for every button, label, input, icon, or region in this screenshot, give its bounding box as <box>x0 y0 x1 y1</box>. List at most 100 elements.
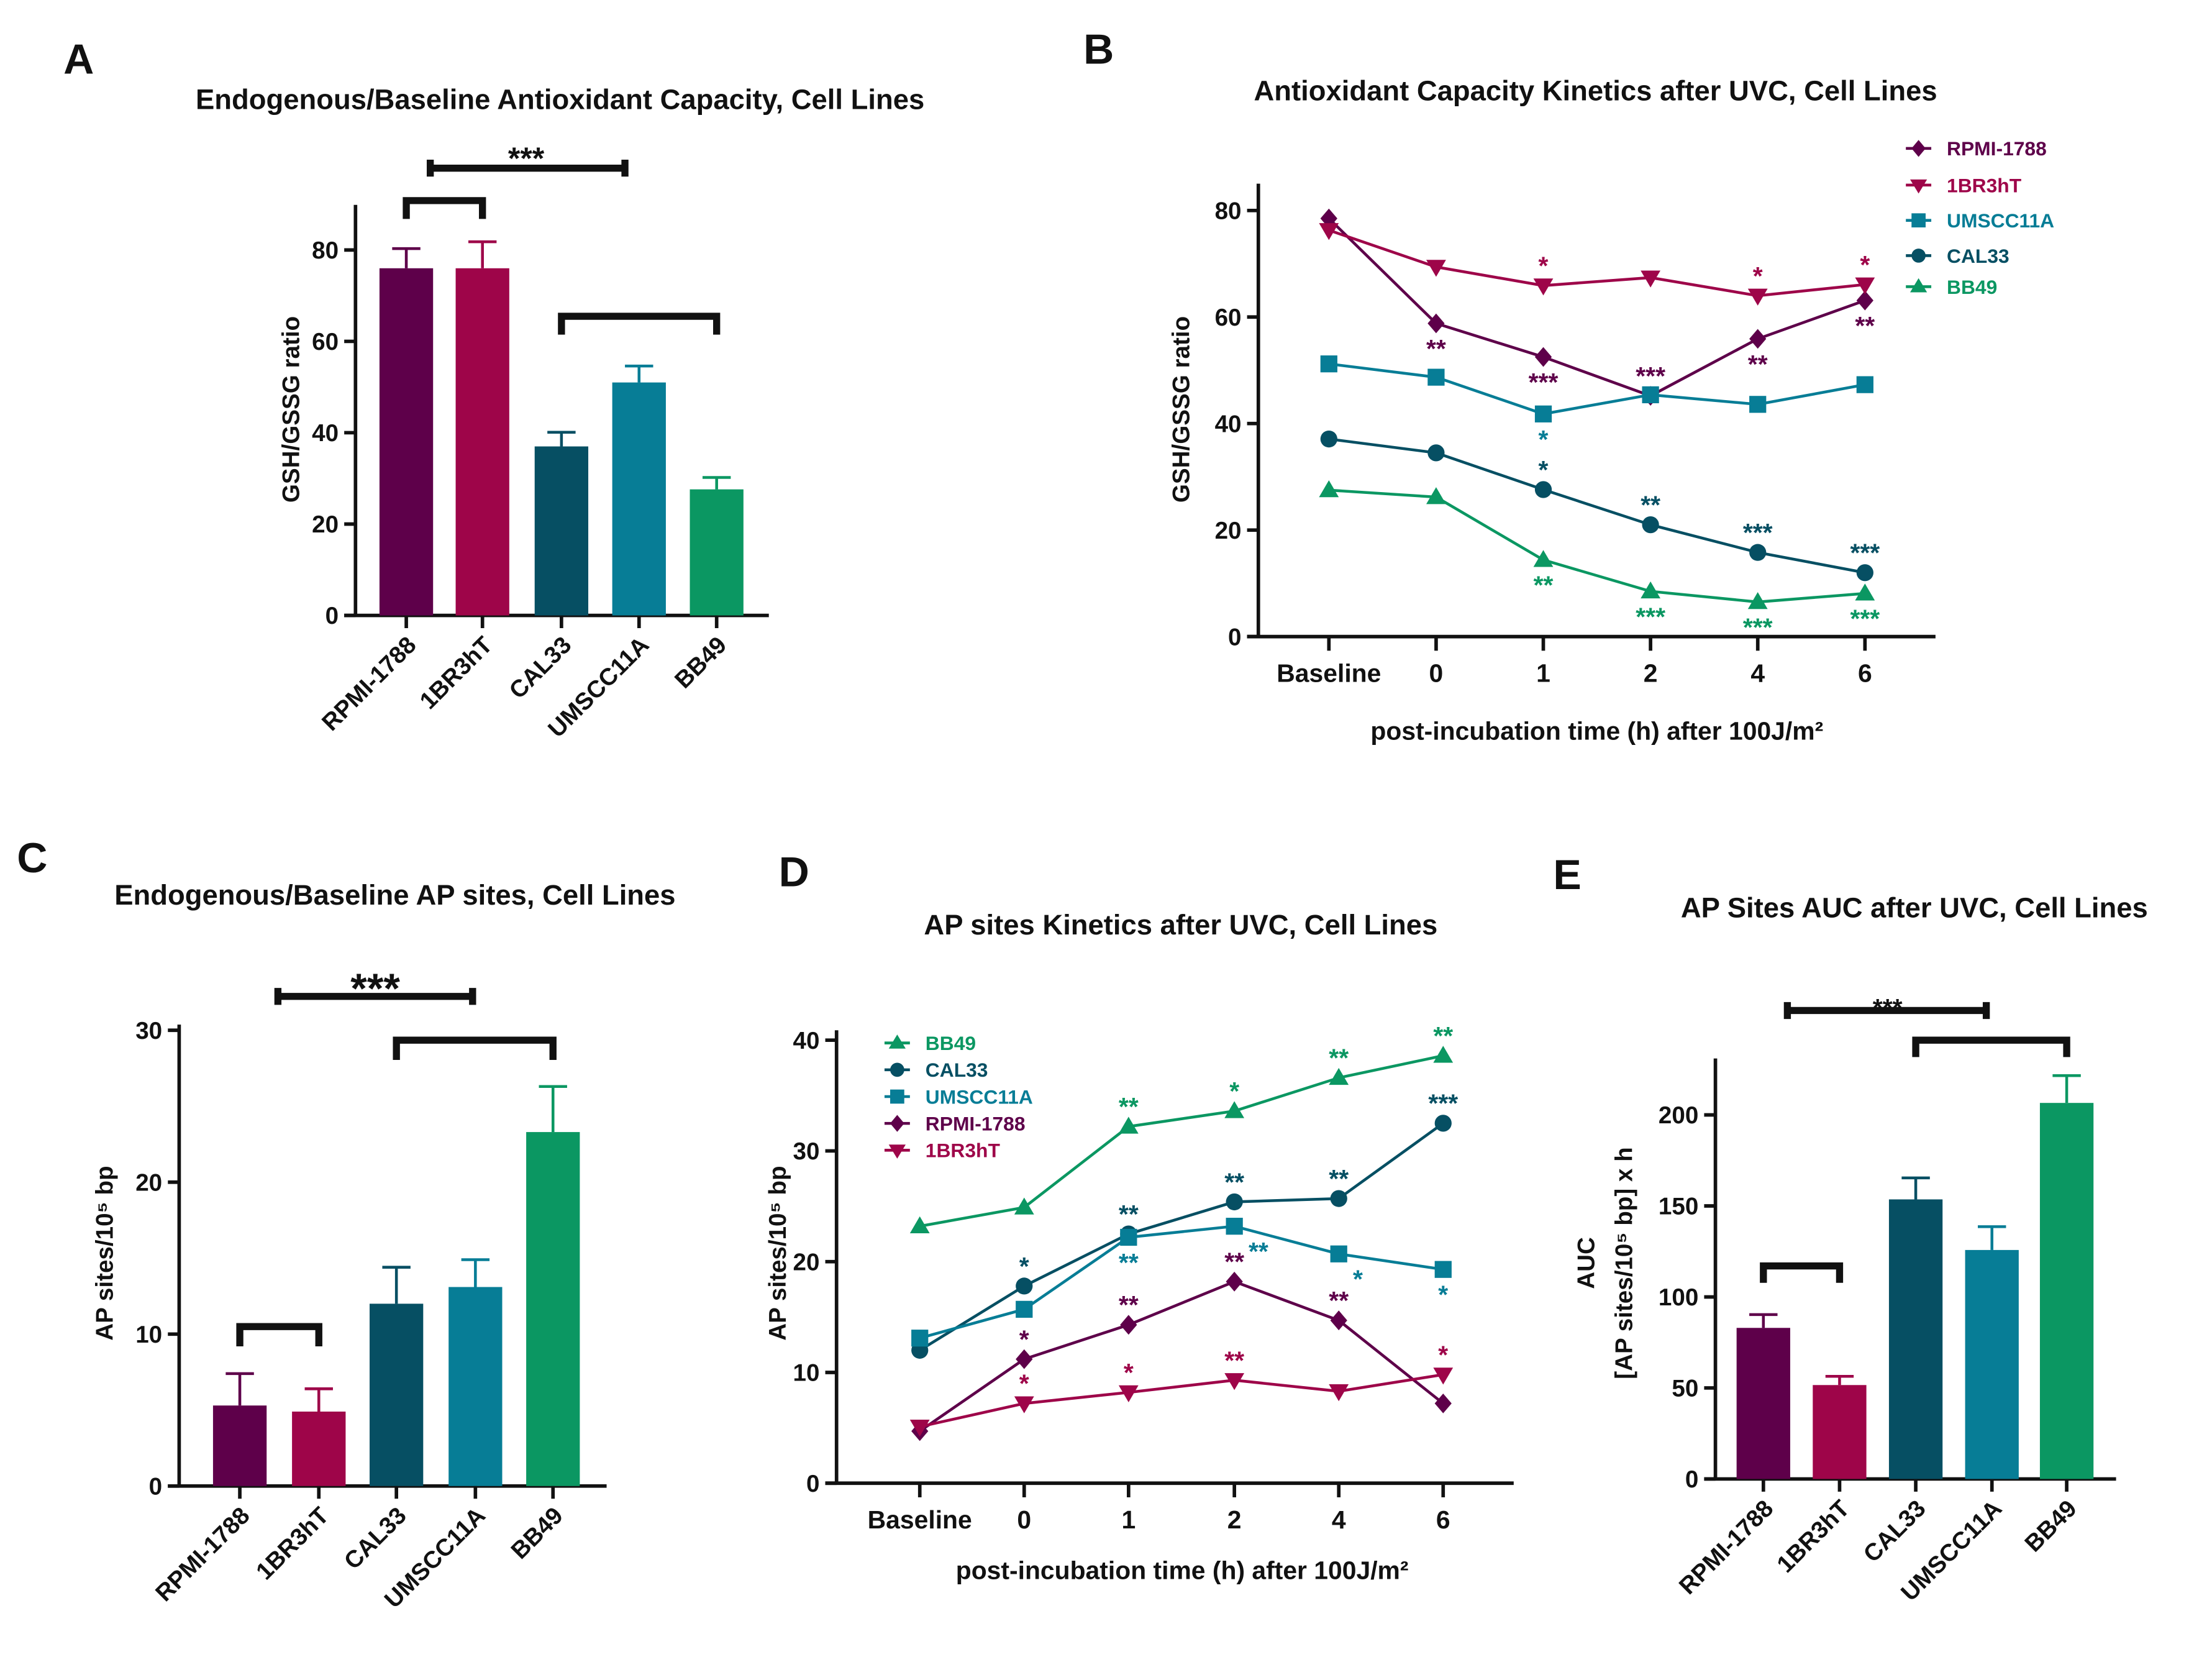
significance-marker: * <box>1353 1265 1363 1294</box>
bar-CAL33 <box>370 1303 424 1486</box>
legend-marker-CAL33 <box>890 1062 904 1077</box>
significance-marker: ** <box>1249 1237 1268 1266</box>
panel-label: E <box>1553 851 1581 898</box>
data-point-1BR3hT <box>1329 1384 1349 1402</box>
bar-CAL33 <box>1888 1199 1943 1479</box>
data-point-1BR3hT <box>909 1419 930 1437</box>
y-tick-label: 60 <box>312 329 339 355</box>
y-tick-label: 20 <box>135 1169 162 1196</box>
significance-marker: *** <box>1743 518 1773 547</box>
y-tick-label: 0 <box>325 603 339 629</box>
significance-marker: *** <box>1428 1089 1458 1118</box>
series-UMSCC11A: ** **** <box>911 1218 1452 1347</box>
data-point-BB49 <box>1319 480 1339 498</box>
bar-UMSCC11A <box>448 1287 503 1486</box>
significance-bracket-normal <box>236 1323 322 1346</box>
bar-BB49 <box>690 489 744 616</box>
series-line-BB49 <box>1329 488 1865 604</box>
data-point-CAL33 <box>1856 564 1873 582</box>
y-tick-label: 80 <box>312 237 339 264</box>
legend-label: UMSCC11A <box>926 1085 1033 1108</box>
data-point-UMSCC11A <box>1749 396 1767 413</box>
legend-marker-UMSCC11A <box>1911 213 1926 228</box>
significance-bracket-cancer <box>393 1036 557 1060</box>
y-tick-label: 40 <box>793 1028 820 1054</box>
significance-marker: ** <box>1119 1200 1139 1228</box>
chart-title: AP sites Kinetics after UVC, Cell Lines <box>924 909 1437 941</box>
bar-1BR3hT <box>1813 1385 1867 1479</box>
x-tick-label: 1BR3hT <box>1772 1495 1855 1578</box>
significance-marker: * <box>1124 1358 1134 1387</box>
y-tick-label: 30 <box>135 1018 162 1044</box>
significance-marker: ** <box>1119 1290 1139 1319</box>
y-tick-label: 30 <box>793 1138 820 1165</box>
significance-marker: *** <box>1850 605 1880 633</box>
significance-marker: *** <box>1529 368 1559 396</box>
legend-label: CAL33 <box>1947 245 2009 267</box>
legend-marker-CAL33 <box>1911 249 1926 263</box>
x-tick-label: BB49 <box>506 1502 568 1564</box>
data-point-1BR3hT <box>1319 223 1339 240</box>
data-point-UMSCC11A <box>1120 1228 1137 1246</box>
significance-marker: ** <box>1534 571 1554 600</box>
data-point-UMSCC11A <box>911 1330 929 1347</box>
x-tick-label: 0 <box>1017 1505 1031 1534</box>
series-line-UMSCC11A <box>1329 362 1865 416</box>
legend: BB49 CAL33 UMSCC11A RPMI-1788 1BR3hT <box>884 1032 1033 1162</box>
significance-marker: * <box>1438 1340 1448 1369</box>
significance-marker: ** <box>1855 311 1875 340</box>
significance-marker: *** <box>1743 613 1773 641</box>
data-point-1BR3hT <box>1118 1385 1139 1402</box>
significance-marker: *** <box>1636 602 1665 631</box>
significance-marker: * <box>1019 1369 1029 1398</box>
data-point-1BR3hT <box>1014 1396 1034 1413</box>
x-tick-label: CAL33 <box>339 1502 412 1575</box>
data-point-RPMI-1788 <box>1427 313 1445 334</box>
data-point-UMSCC11A <box>1427 368 1445 386</box>
significance-bracket-normal <box>403 197 486 219</box>
data-point-UMSCC11A <box>1434 1261 1452 1278</box>
x-tick-label: 1BR3hT <box>415 631 498 714</box>
chart-title: Endogenous/Baseline AP sites, Cell Lines <box>114 879 675 911</box>
data-point-UMSCC11A <box>1856 376 1873 393</box>
y-tick-label: 100 <box>1659 1284 1698 1311</box>
data-point-1BR3hT <box>1533 278 1554 296</box>
chart-title: Endogenous/Baseline Antioxidant Capacity… <box>196 83 924 115</box>
data-point-CAL33 <box>1642 516 1659 534</box>
data-point-RPMI-1788 <box>1856 290 1873 311</box>
significance-marker: ** <box>1329 1164 1349 1193</box>
data-point-UMSCC11A <box>1534 405 1552 422</box>
series-1BR3hT: * * * <box>1319 223 1875 306</box>
y-tick-label: 200 <box>1659 1102 1698 1129</box>
y-axis-label: AP sites/10⁵ bp <box>765 1166 791 1340</box>
series-line-UMSCC11A <box>919 1225 1444 1340</box>
significance-marker: *** <box>1850 539 1880 567</box>
series-BB49: ***** *** *** <box>1319 480 1880 641</box>
data-point-BB49 <box>1329 1067 1349 1085</box>
data-point-CAL33 <box>1226 1193 1243 1211</box>
legend-marker-BB49 <box>888 1034 906 1049</box>
data-point-UMSCC11A <box>1330 1245 1347 1262</box>
data-point-BB49 <box>1118 1116 1139 1134</box>
y-axis-label: AUC <box>1573 1237 1600 1289</box>
data-point-1BR3hT <box>1855 277 1875 294</box>
legend-marker-BB49 <box>1909 278 1928 293</box>
series-UMSCC11A: * <box>1320 355 1873 454</box>
significance-marker: ** <box>1329 1044 1349 1072</box>
y-tick-label: 80 <box>1215 198 1242 224</box>
legend-marker-1BR3hT <box>888 1144 906 1159</box>
legend-marker-RPMI-1788 <box>890 1115 904 1132</box>
y-tick-label: 0 <box>1228 624 1241 650</box>
x-tick-label: 4 <box>1750 659 1765 687</box>
bar-UMSCC11A <box>612 382 666 616</box>
data-point-CAL33 <box>1016 1277 1033 1295</box>
bar-BB49 <box>2039 1103 2094 1479</box>
chart-title: AP Sites AUC after UVC, Cell Lines <box>1681 892 2148 924</box>
bar-BB49 <box>526 1132 580 1486</box>
series-1BR3hT: * * ** * <box>909 1340 1454 1437</box>
legend-label: BB49 <box>1947 276 1997 298</box>
legend-marker-1BR3hT <box>1909 179 1928 194</box>
y-tick-label: 40 <box>1215 411 1242 437</box>
significance-marker: * <box>1539 251 1549 280</box>
